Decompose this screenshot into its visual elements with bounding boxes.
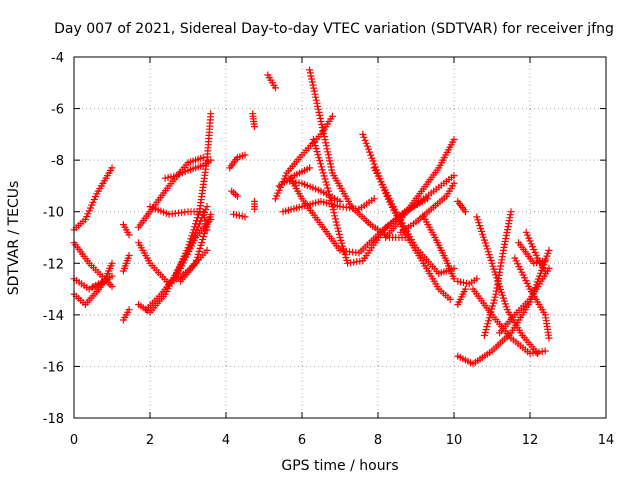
series-markers (226, 151, 249, 172)
series-arc-07 (119, 252, 133, 275)
series-arc-14 (161, 156, 215, 182)
series-markers (230, 210, 249, 221)
series-markers (454, 285, 469, 308)
series-arc-16 (176, 210, 215, 285)
series-markers (251, 197, 258, 213)
y-tick-label: -12 (43, 257, 64, 272)
y-tick-label: -16 (43, 360, 64, 375)
series-arc-31 (370, 164, 458, 278)
series-arc-29 (275, 164, 314, 190)
series-arc-38 (454, 275, 481, 288)
series-markers (119, 252, 133, 275)
series-arc-21 (251, 197, 258, 213)
series-arc-06 (119, 221, 133, 239)
series-arc-24 (271, 112, 336, 203)
series-markers (515, 239, 549, 267)
series-arc-22 (264, 71, 279, 92)
series-markers (271, 112, 336, 203)
series-arc-05 (89, 259, 116, 290)
y-tick-labels: -18 -16 -14 -12 -10 -8 -6 -4 (43, 51, 64, 427)
y-tick-label: -6 (51, 103, 64, 118)
series-markers (161, 156, 215, 182)
y-tick-label: -4 (51, 51, 64, 66)
series-markers (228, 187, 241, 200)
series-markers (119, 306, 133, 324)
series-arc-20 (249, 110, 258, 131)
series-markers (420, 213, 458, 283)
series-markers (511, 254, 553, 342)
series-arc-33 (397, 179, 458, 236)
series-arc-37 (454, 285, 469, 308)
series-markers (173, 110, 215, 278)
x-tick-label: 10 (446, 433, 463, 448)
x-tick-label: 0 (70, 433, 78, 448)
data-marks (70, 66, 553, 368)
series-arc-41 (480, 208, 515, 339)
series-arc-32 (382, 136, 458, 241)
series-markers (382, 136, 458, 241)
series-arc-44 (515, 239, 549, 267)
series-markers (359, 130, 454, 303)
x-tick-label: 12 (522, 433, 539, 448)
x-axis-label: GPS time / hours (281, 458, 398, 474)
series-markers (89, 259, 116, 290)
y-tick-label: -8 (51, 154, 64, 169)
series-markers (454, 275, 481, 288)
series-markers (249, 110, 258, 131)
series-arc-45 (522, 228, 549, 275)
series-arc-34 (420, 213, 458, 283)
series-markers (522, 228, 549, 275)
series-arc-01 (70, 164, 116, 234)
series-markers (264, 71, 279, 92)
x-tick-label: 2 (146, 433, 154, 448)
x-tick-label: 8 (374, 433, 382, 448)
series-arc-18 (228, 187, 241, 200)
series-markers (176, 210, 215, 285)
y-axis-label: SDTVAR / TECUs (6, 181, 22, 296)
series-markers (480, 208, 515, 339)
x-tick-label: 14 (598, 433, 615, 448)
series-markers (275, 164, 314, 190)
y-tick-label: -18 (43, 412, 64, 427)
y-tick-label: -14 (43, 309, 64, 324)
series-markers (397, 179, 458, 236)
series-arc-19 (230, 210, 249, 221)
x-tick-label: 6 (298, 433, 306, 448)
series-markers (119, 221, 133, 239)
series-arc-30 (359, 130, 454, 303)
series-markers (454, 197, 469, 216)
series-markers (370, 164, 458, 278)
x-tick-label: 4 (222, 433, 230, 448)
series-markers (70, 164, 116, 234)
axis-ticks (73, 56, 607, 419)
plot-frame (73, 56, 607, 419)
x-tick-labels: 0 2 4 6 8 10 12 14 (70, 433, 614, 448)
series-arc-36 (454, 197, 469, 216)
series-arc-43 (511, 254, 553, 342)
series-arc-27 (309, 136, 458, 267)
series-markers (309, 136, 458, 267)
series-arc-08 (119, 306, 133, 324)
y-tick-label: -10 (43, 206, 64, 221)
series-arc-15 (173, 110, 215, 278)
series-arc-17 (226, 151, 249, 172)
chart-title: Day 007 of 2021, Sidereal Day-to-day VTE… (54, 21, 614, 37)
